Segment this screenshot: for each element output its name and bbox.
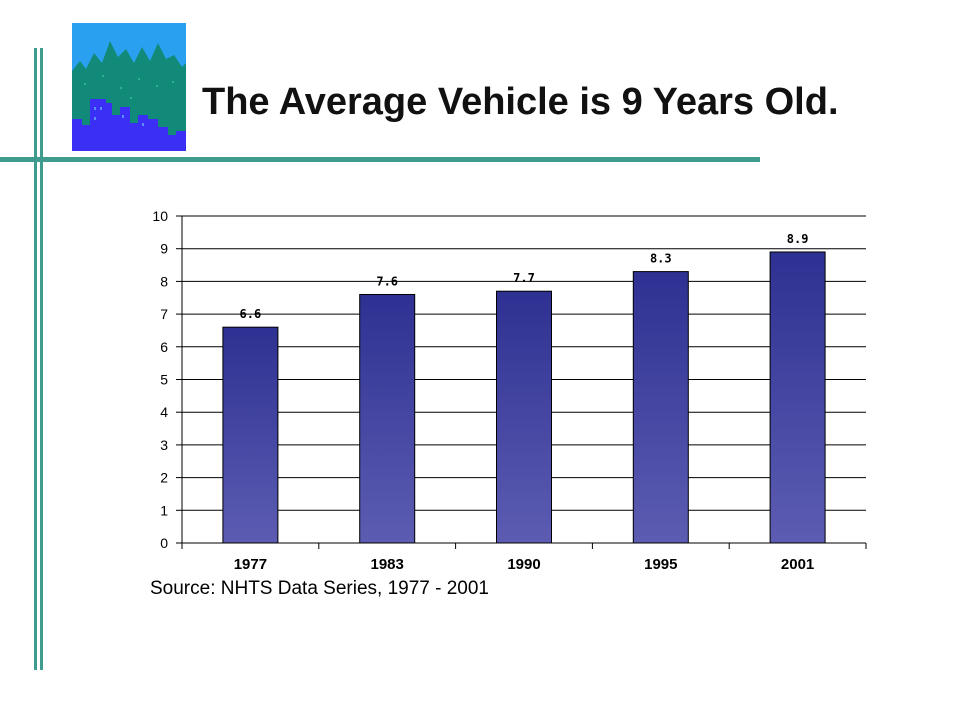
y-tick-label: 7 [160,306,168,322]
x-tick-label-1990: 1990 [507,556,540,573]
bar-1990 [496,290,552,544]
y-tick-label: 9 [160,241,168,257]
y-tick-label: 0 [160,535,168,551]
y-tick-label: 4 [160,404,168,420]
y-tick-label: 1 [160,502,168,518]
x-tick-label-1995: 1995 [644,556,677,573]
data-label-1977: 6.6 [240,307,262,321]
decorative-horizontal-line [0,157,760,162]
data-label-1990: 7.7 [513,271,535,285]
data-label-2001: 8.9 [787,232,809,246]
x-tick-label-1977: 1977 [234,556,267,573]
data-label-1983: 7.6 [376,274,398,288]
y-tick-label: 5 [160,372,168,388]
bar-1977 [222,326,279,544]
y-tick-label: 6 [160,339,168,355]
y-tick-label: 3 [160,437,168,453]
source-note: Source: NHTS Data Series, 1977 - 2001 [150,578,490,599]
page-title: The Average Vehicle is 9 Years Old. [202,81,839,123]
city-skyline-logo-icon [72,23,186,151]
y-tick-label: 2 [160,470,168,486]
y-tick-label: 8 [160,273,168,289]
x-tick-label-1983: 1983 [371,556,404,573]
bar-2001 [769,251,826,544]
data-label-1995: 8.3 [650,252,672,266]
x-tick-label-2001: 2001 [781,556,814,573]
y-tick-label: 10 [152,208,168,224]
bar-1995 [632,271,689,544]
bar-1983 [359,293,416,544]
decorative-vertical-line-2 [40,48,43,670]
decorative-vertical-line-1 [34,48,37,670]
